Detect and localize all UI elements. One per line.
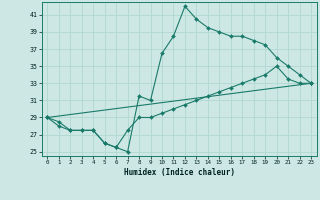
- X-axis label: Humidex (Indice chaleur): Humidex (Indice chaleur): [124, 168, 235, 177]
